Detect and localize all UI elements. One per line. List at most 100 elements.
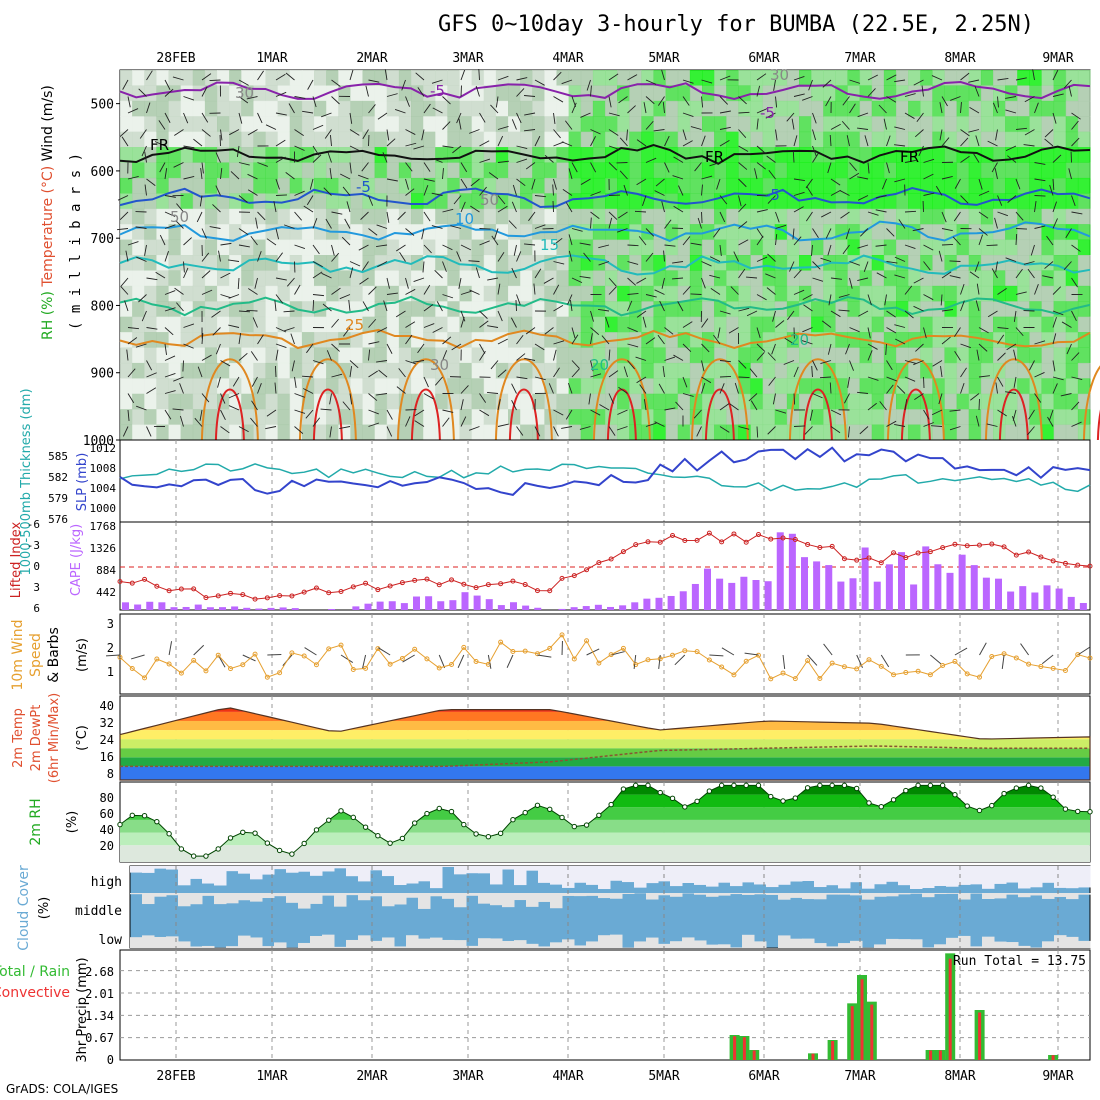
rh-cell	[204, 208, 218, 225]
rh-cell	[156, 270, 169, 287]
wind-barb	[803, 304, 813, 312]
wind-barb	[183, 323, 195, 328]
rh-cell	[689, 147, 703, 163]
wind-barb	[158, 120, 166, 130]
wind-barb	[842, 96, 850, 106]
cloud-low-clear	[334, 946, 347, 948]
wind-barb	[479, 409, 490, 417]
wind-barb	[819, 376, 832, 379]
rh-cell	[1053, 131, 1067, 148]
contour-label: FR	[150, 136, 169, 154]
rh-cell	[702, 147, 715, 163]
li-point	[584, 567, 590, 573]
rh-cell	[871, 424, 885, 441]
rh-cell	[1065, 193, 1079, 210]
rh-cell	[241, 100, 254, 117]
rh-cell	[629, 224, 642, 241]
rh-cell	[702, 208, 715, 225]
rh-cell	[338, 362, 351, 379]
date-labels-top: 28FEB 1MAR 2MAR 3MAR 4MAR 5MAR 6MAR 7MAR 8MAR 9MA…	[156, 51, 1073, 66]
rh-cell	[956, 362, 970, 379]
wind-barb	[553, 112, 556, 124]
wind-barb	[1044, 138, 1054, 147]
rh-cell	[556, 301, 570, 318]
rh-cell	[786, 208, 800, 225]
rh-cell	[908, 70, 921, 86]
rh-cell	[1041, 301, 1055, 318]
wind-barb	[305, 409, 314, 419]
wind-barb	[183, 237, 192, 246]
wind-barb	[565, 202, 573, 213]
rh-cell	[1005, 131, 1018, 148]
rh-cell	[411, 362, 424, 379]
wind-barb	[590, 409, 601, 416]
cloud-high-clear	[910, 866, 923, 889]
wind-barb	[394, 108, 406, 114]
rh-point	[240, 829, 246, 836]
wind-barb	[775, 409, 787, 414]
rh-cell	[350, 239, 363, 256]
rh-cell	[956, 393, 970, 410]
rh-cell	[120, 378, 133, 395]
rh-cell	[629, 70, 642, 86]
rh-cell	[423, 362, 436, 379]
rh-cell	[471, 378, 485, 395]
rh-point	[731, 782, 737, 789]
wind-barb	[349, 112, 353, 124]
rh-cell	[1005, 208, 1018, 225]
rh-cell	[168, 100, 182, 117]
rh-cell	[1017, 378, 1030, 395]
rh-cell	[774, 362, 788, 379]
rh-cell	[617, 162, 630, 179]
rh-cell	[1041, 147, 1055, 163]
wind-barb	[275, 112, 287, 116]
rh-cell	[532, 409, 545, 426]
wind-barb	[302, 110, 314, 114]
wind-barb	[941, 309, 953, 312]
rh-cell	[132, 208, 145, 225]
rh-cell	[362, 208, 376, 225]
rh-cell	[483, 85, 497, 102]
isotherm-35-dome	[998, 388, 1029, 441]
rh-cell	[459, 393, 473, 410]
wind-barb	[663, 250, 665, 262]
wind-barb	[497, 160, 509, 163]
contour-label: 20	[790, 331, 809, 349]
wind-barb	[804, 426, 813, 435]
rh-cell	[447, 347, 460, 364]
cloud-low-clear	[154, 936, 167, 948]
wind-barb	[710, 288, 721, 295]
wind-barb	[405, 142, 417, 147]
rh-cell	[520, 270, 533, 287]
rh-cell	[823, 378, 836, 395]
wind-barb	[867, 350, 873, 361]
wind-barb	[442, 261, 447, 272]
rh-cell	[653, 393, 667, 410]
rh-cell	[689, 208, 703, 225]
rh-cell	[289, 131, 303, 148]
wind-barb	[434, 376, 443, 386]
wind-barb	[812, 228, 819, 238]
rh-cell	[617, 285, 630, 302]
wind-barb	[935, 185, 943, 196]
wind-barb	[636, 139, 647, 147]
wind-barb	[997, 352, 1006, 361]
rh-cell	[750, 301, 764, 318]
wind-barb	[886, 74, 897, 81]
rh-cell	[1005, 316, 1018, 333]
wind-barb	[146, 327, 158, 330]
rh-cell	[423, 239, 436, 256]
wind10-barb	[721, 647, 735, 656]
cloud-high-clear	[322, 866, 335, 872]
wind-barb	[1034, 225, 1046, 229]
cloud-low-clear	[178, 941, 191, 948]
wind-barb	[912, 228, 924, 232]
rh-cell	[617, 362, 630, 379]
rh-cell	[180, 270, 194, 287]
rh-point	[362, 824, 369, 830]
rh-cell	[1065, 393, 1079, 410]
wind-barb	[1024, 96, 1035, 103]
rh-cell	[1041, 116, 1055, 133]
wind-barb	[645, 79, 657, 85]
rh-cell	[192, 208, 206, 225]
